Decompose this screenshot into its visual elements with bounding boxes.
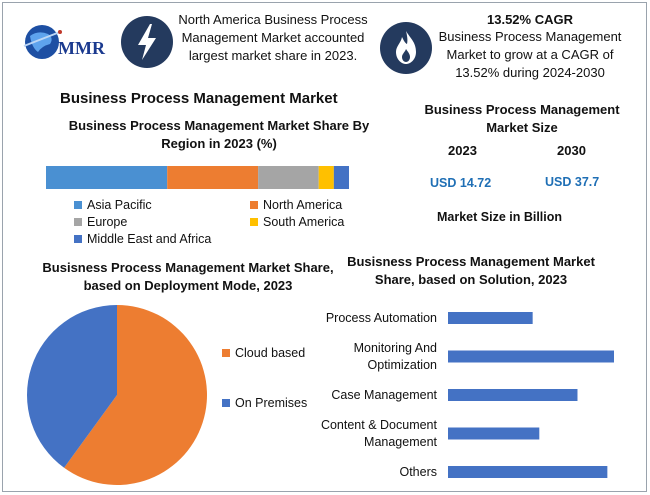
region-segment-middle-east-and-africa <box>333 166 349 189</box>
solution-bar <box>448 350 614 363</box>
market-size-title: Business Process Management Market Size <box>424 102 620 135</box>
solution-bar-label: Monitoring And Optimization <box>353 340 437 372</box>
pie-chart-title: Busisness Process Management Market Shar… <box>42 260 334 293</box>
pie-slice-cloud-based <box>64 305 208 485</box>
solution-bar <box>448 427 540 440</box>
legend-label: North America <box>263 198 343 212</box>
region-legend: Asia Pacific North America Europe South … <box>74 198 374 250</box>
legend-label: South America <box>263 215 345 229</box>
region-segment-asia-pacific <box>46 166 168 189</box>
solution-bar-label: Content & Document Management <box>320 417 437 449</box>
solution-chart-title: Busisness Process Management Market Shar… <box>347 254 595 287</box>
legend-cloud-based: Cloud based <box>222 346 305 360</box>
region-chart-title: Business Process Management Market Share… <box>68 118 370 151</box>
legend-north-america: North America <box>250 198 342 212</box>
swatch-mea <box>74 235 82 243</box>
solution-bar-label: Case Management <box>331 387 437 402</box>
swatch-on-premises <box>222 399 230 407</box>
cagr-title: 13.52% CAGR <box>487 12 573 27</box>
solution-bar-label: Process Automation <box>325 310 437 325</box>
swatch-cloud-based <box>222 349 230 357</box>
legend-mea: Middle East and Africa <box>74 232 211 246</box>
region-segment-north-america <box>167 166 259 189</box>
legend-asia-pacific: Asia Pacific <box>74 198 152 212</box>
solution-bar <box>448 312 533 324</box>
value-2030: USD 37.7 <box>545 175 600 189</box>
region-stacked-bar <box>46 166 349 189</box>
market-size-note: Market Size in Billion <box>437 210 563 224</box>
main-title: Business Process Management Market <box>60 90 338 107</box>
legend-label: Europe <box>87 215 128 229</box>
legend-label: Middle East and Africa <box>87 232 212 246</box>
kpi-right-text: Business Process Management Market to gr… <box>438 29 622 80</box>
swatch-asia-pacific <box>74 201 82 209</box>
region-segment-europe <box>258 166 319 189</box>
solution-bar <box>448 389 578 401</box>
region-segment-south-america <box>318 166 334 189</box>
legend-south-america: South America <box>250 215 344 229</box>
legend-on-premises: On Premises <box>222 396 307 410</box>
solution-bar-label: Others <box>399 464 437 479</box>
logo-text: MMR <box>58 38 105 58</box>
value-2023: USD 14.72 <box>430 176 492 190</box>
legend-label: Asia Pacific <box>87 198 152 212</box>
legend-europe: Europe <box>74 215 127 229</box>
solution-bar-chart <box>448 312 614 478</box>
swatch-europe <box>74 218 82 226</box>
swatch-south-america <box>250 218 258 226</box>
solution-bar <box>448 466 608 478</box>
legend-label: Cloud based <box>235 346 306 360</box>
pie-slice-on-premises <box>27 305 118 468</box>
deployment-pie-chart <box>27 305 208 485</box>
kpi-left-text: North America Business Process Managemen… <box>178 12 368 63</box>
flame-icon <box>380 22 432 74</box>
year-2023: 2023 <box>448 143 477 158</box>
lightning-icon <box>121 16 173 68</box>
legend-label: On Premises <box>235 396 308 410</box>
solution-labels: Process Automation Monitoring And Optimiz… <box>290 300 437 490</box>
mmr-logo <box>14 12 114 74</box>
swatch-north-america <box>250 201 258 209</box>
year-2030: 2030 <box>557 143 586 158</box>
